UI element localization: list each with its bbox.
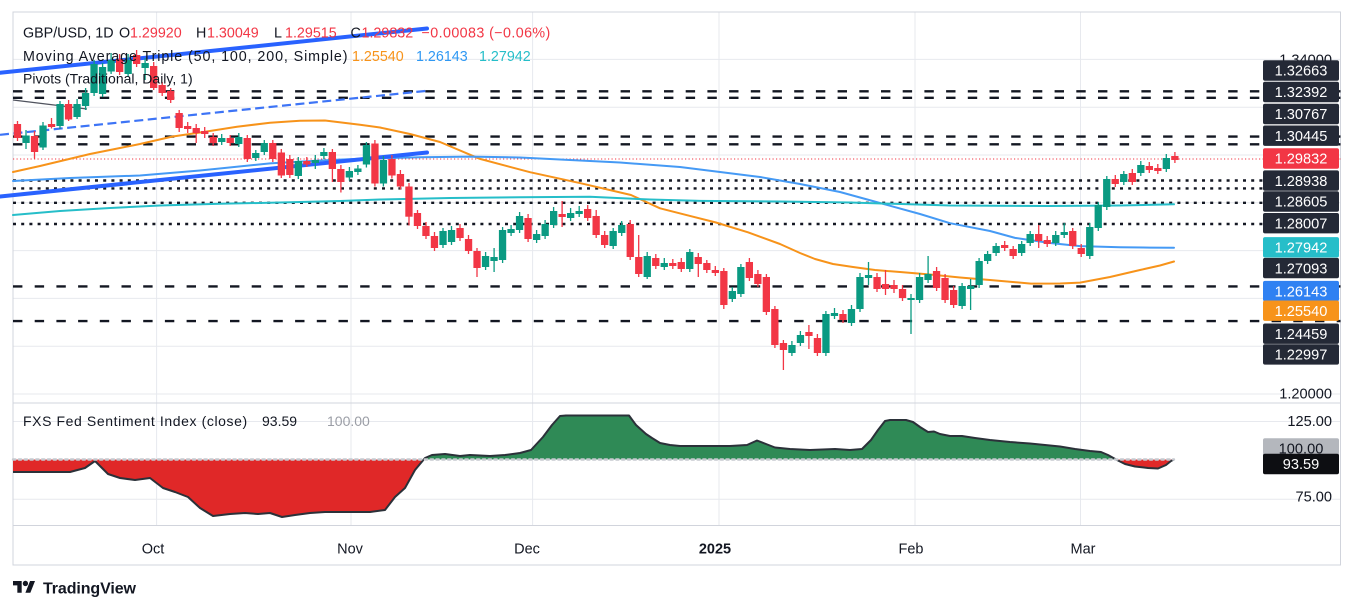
svg-text:2025: 2025 bbox=[699, 542, 731, 558]
svg-text:Nov: Nov bbox=[337, 542, 364, 558]
svg-text:Moving Average Triple (50, 100: Moving Average Triple (50, 100, 200, Sim… bbox=[23, 49, 348, 65]
svg-text:1.26143: 1.26143 bbox=[416, 49, 468, 65]
svg-text:1.29832: 1.29832 bbox=[362, 26, 414, 42]
svg-text:1.29920: 1.29920 bbox=[130, 26, 182, 42]
svg-text:C: C bbox=[351, 26, 361, 42]
svg-text:H: H bbox=[196, 26, 206, 42]
svg-text:75.00: 75.00 bbox=[1295, 490, 1332, 506]
svg-text:Mar: Mar bbox=[1071, 542, 1096, 558]
svg-text:1.30445: 1.30445 bbox=[1275, 129, 1328, 145]
svg-text:Pivots (Traditional, Daily, 1): Pivots (Traditional, Daily, 1) bbox=[23, 71, 193, 87]
svg-text:Dec: Dec bbox=[514, 542, 540, 558]
svg-text:125.00: 125.00 bbox=[1287, 414, 1332, 430]
svg-text:1.20000: 1.20000 bbox=[1279, 387, 1332, 403]
svg-text:−0.00083 (−0.06%): −0.00083 (−0.06%) bbox=[422, 26, 551, 42]
svg-text:1.28007: 1.28007 bbox=[1275, 216, 1328, 232]
svg-text:93.59: 93.59 bbox=[262, 413, 297, 429]
svg-text:GBP/USD, 1D: GBP/USD, 1D bbox=[23, 26, 114, 42]
svg-text:TradingView: TradingView bbox=[43, 581, 137, 598]
svg-text:1.25540: 1.25540 bbox=[1275, 304, 1328, 320]
svg-text:100.00: 100.00 bbox=[1279, 442, 1324, 458]
svg-text:1.30767: 1.30767 bbox=[1275, 107, 1328, 123]
svg-text:1.29515: 1.29515 bbox=[285, 26, 337, 42]
svg-text:1.29832: 1.29832 bbox=[1275, 152, 1328, 168]
svg-text:1.30049: 1.30049 bbox=[207, 26, 259, 42]
svg-text:1.27942: 1.27942 bbox=[1275, 241, 1328, 257]
svg-text:1.22997: 1.22997 bbox=[1275, 348, 1328, 364]
svg-text:1.27942: 1.27942 bbox=[479, 49, 531, 65]
svg-text:1.28938: 1.28938 bbox=[1275, 174, 1328, 190]
svg-text:1.27093: 1.27093 bbox=[1275, 261, 1328, 277]
svg-text:1.28605: 1.28605 bbox=[1275, 195, 1328, 211]
svg-text:O: O bbox=[119, 26, 130, 42]
svg-text:1.25540: 1.25540 bbox=[352, 49, 404, 65]
svg-text:Oct: Oct bbox=[142, 542, 165, 558]
svg-text:100.00: 100.00 bbox=[327, 413, 370, 429]
svg-text:L: L bbox=[274, 26, 282, 42]
svg-text:FXS Fed Sentiment Index (close: FXS Fed Sentiment Index (close) bbox=[23, 413, 248, 429]
svg-text:1.32663: 1.32663 bbox=[1275, 64, 1328, 80]
svg-text:1.26143: 1.26143 bbox=[1275, 284, 1328, 300]
svg-text:Feb: Feb bbox=[899, 542, 924, 558]
svg-text:1.32392: 1.32392 bbox=[1275, 85, 1328, 101]
svg-text:93.59: 93.59 bbox=[1283, 457, 1320, 473]
svg-text:1.24459: 1.24459 bbox=[1275, 327, 1328, 343]
